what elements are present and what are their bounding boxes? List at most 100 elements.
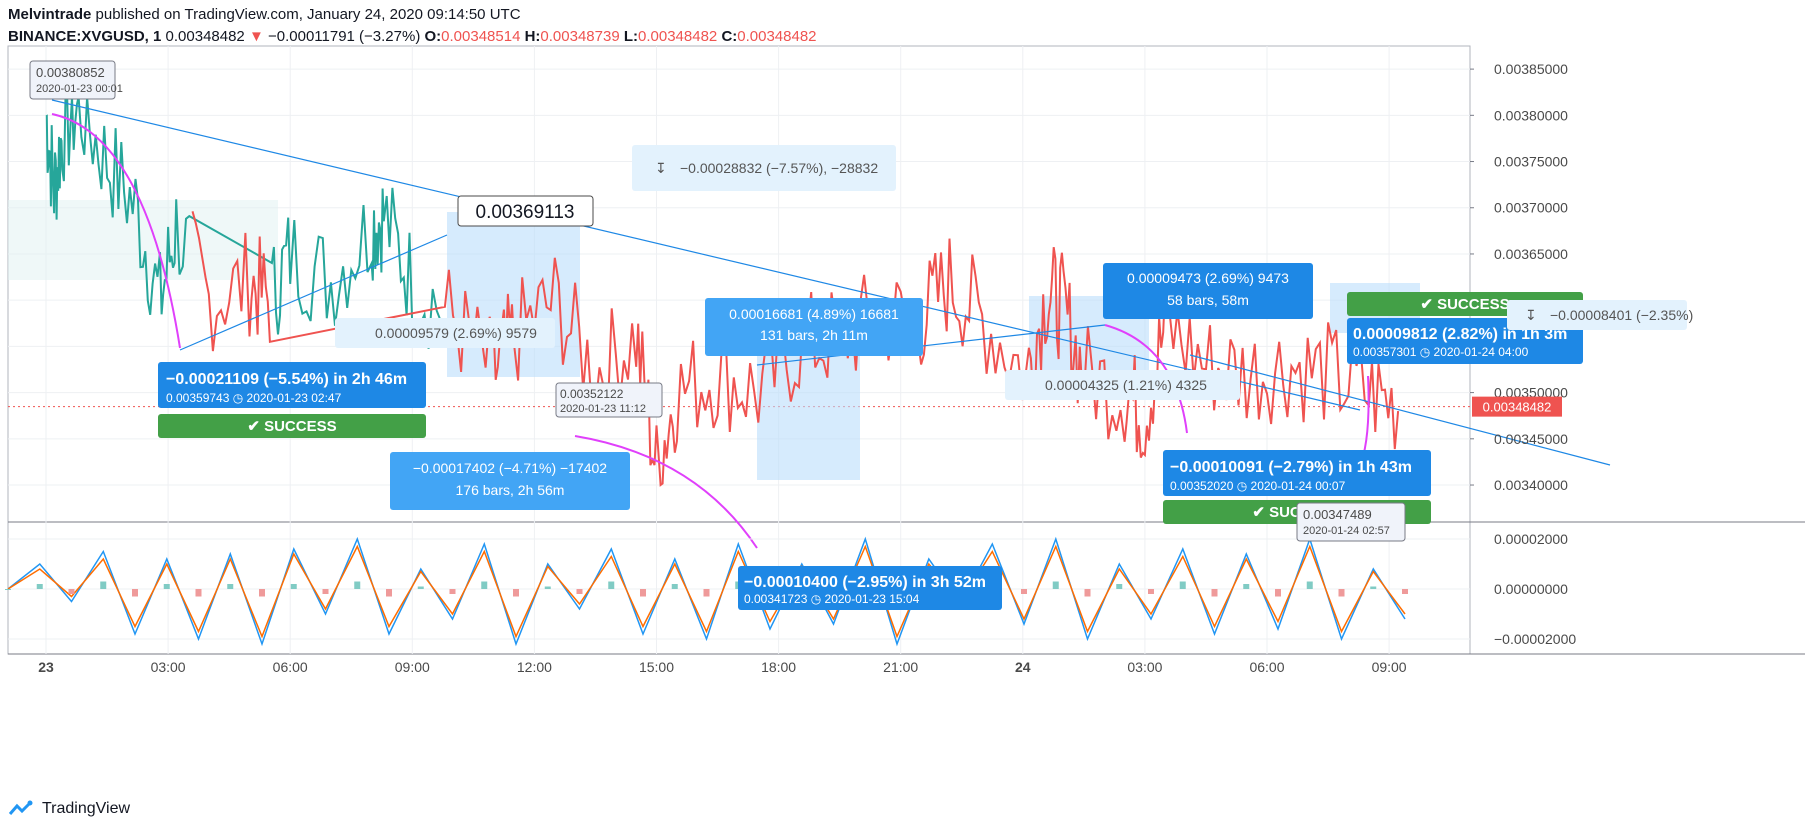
down-arrow-icon: ▼ — [248, 28, 264, 45]
symbol-label[interactable]: BINANCE:XVGUSD, 1 — [8, 28, 162, 45]
callout-time: 2020-01-23 00:01 — [36, 83, 123, 95]
measure-label — [335, 318, 555, 348]
range-text: 0.00016681 (4.89%) 16681 — [729, 306, 899, 322]
ohlc-line: BINANCE:XVGUSD, 1 0.00348482 ▼ −0.000117… — [8, 26, 817, 48]
forecast-text: −0.00010400 (−2.95%) in 3h 52m — [744, 574, 986, 591]
open-label: O: — [424, 28, 442, 45]
forecast-sub: 0.00352020 ◷ 2020-01-24 00:07 — [1170, 479, 1346, 493]
last-price: 0.00348482 — [165, 28, 245, 45]
histogram-bar — [1402, 589, 1408, 594]
histogram-bar — [481, 581, 488, 589]
x-tick-label: 09:00 — [395, 659, 430, 675]
measure-shade — [447, 212, 580, 377]
close-label: C: — [721, 28, 738, 45]
range-sub: 131 bars, 2h 11m — [760, 327, 868, 343]
histogram-bar — [1116, 584, 1123, 589]
histogram-bar — [1275, 589, 1281, 597]
last-price-label: 0.00348482 — [1483, 400, 1552, 415]
histogram-bar — [1370, 586, 1377, 589]
high-label: H: — [524, 28, 541, 45]
range-text: 0.00009473 (2.69%) 9473 — [1127, 270, 1289, 286]
trend-line — [1189, 354, 1611, 466]
measure-text: 0.00009579 (2.69%) 9579 — [375, 325, 537, 341]
forecast-label — [1163, 450, 1431, 496]
success-badge — [158, 414, 426, 438]
price-note-text: 0.00369113 — [476, 202, 575, 223]
x-tick-label: 23 — [38, 659, 54, 675]
publish-info: published on TradingView.com, January 24… — [91, 6, 521, 23]
x-tick-label: 21:00 — [883, 659, 918, 675]
histogram-bar — [259, 589, 265, 597]
tradingview-logo[interactable]: TradingView — [8, 800, 130, 818]
histogram-bar — [449, 589, 456, 594]
measure-icon: ↧ — [655, 160, 667, 176]
histogram-bar — [544, 586, 551, 589]
forecast-sub: 0.00357301 ◷ 2020-01-24 04:00 — [1353, 345, 1529, 359]
axes: 0.00385000 0.00380000 0.00375000 0.00370000… — [38, 61, 1576, 675]
histogram-bar — [68, 589, 75, 594]
histogram-bar — [36, 584, 43, 589]
range-text: −0.00017402 (−4.71%) −17402 — [413, 460, 607, 476]
histogram-bar — [163, 584, 170, 589]
histogram-bar — [1338, 589, 1345, 597]
trend-line — [179, 234, 448, 351]
histogram-bar — [1084, 589, 1091, 597]
x-tick-label: 24 — [1015, 659, 1031, 675]
forecast-text: −0.00021109 (−5.54%) in 2h 46m — [166, 371, 407, 388]
histogram-bar — [227, 584, 234, 589]
measure-text: −0.00008401 (−2.35%) — [1550, 307, 1693, 323]
y-tick-label: 0.00345000 — [1494, 431, 1568, 447]
histogram-bar — [195, 589, 202, 597]
histogram-bar — [1243, 584, 1250, 589]
drawing-tools[interactable] — [51, 99, 1611, 549]
y-tick-label: 0.00340000 — [1494, 477, 1568, 493]
tradingview-logo-icon — [8, 800, 33, 815]
x-tick-label: 18:00 — [761, 659, 796, 675]
forecast-sub: 0.00359743 ◷ 2020-01-23 02:47 — [166, 391, 342, 405]
price-callout — [1296, 502, 1406, 542]
annotation-labels[interactable]: 0.00380852 2020-01-23 00:01 0.00369113 ↧ −0.… — [29, 60, 1693, 610]
callout-price: 0.00347489 — [1303, 507, 1372, 522]
y-tick-label: 0.00350000 — [1494, 385, 1568, 401]
histogram-bar — [417, 586, 424, 589]
forecast-label — [158, 362, 426, 408]
range-sub: 58 bars, 58m — [1167, 292, 1249, 308]
histogram-bar — [1211, 589, 1218, 597]
oscillator-pane — [5, 536, 1470, 647]
histogram-bar — [640, 589, 646, 597]
price-note — [457, 195, 594, 227]
histogram-bar — [671, 584, 678, 589]
high-value: 0.00348739 — [540, 28, 620, 45]
x-tick-label: 15:00 — [639, 659, 674, 675]
open-value: 0.00348514 — [441, 28, 521, 45]
histogram-bar — [1179, 581, 1186, 589]
histogram-bar — [5, 589, 11, 590]
callout-time: 2020-01-23 11:12 — [560, 403, 646, 415]
x-tick-label: 09:00 — [1372, 659, 1407, 675]
forecast-sub: 0.00341723 ◷ 2020-01-23 15:04 — [744, 592, 920, 606]
histogram-bar — [354, 581, 361, 589]
histogram-bar — [132, 589, 138, 597]
histogram-bar — [322, 589, 329, 594]
x-tick-label: 12:00 — [517, 659, 552, 675]
measure-label — [632, 145, 896, 191]
y-tick-label: 0.00365000 — [1494, 246, 1568, 262]
success-text: ✔ SUCCESS — [1420, 296, 1509, 313]
forecast-arrow — [574, 435, 758, 549]
range-label — [1103, 263, 1313, 319]
success-text: ✔ SUCCESS — [247, 418, 336, 435]
callout-price: 0.00352122 — [560, 387, 624, 401]
osc-tick-label: 0.00002000 — [1494, 531, 1568, 547]
signal-line — [7, 544, 1406, 639]
histogram-bar — [290, 584, 297, 589]
y-tick-label: 0.00375000 — [1494, 154, 1568, 170]
publish-line: Melvintrade published on TradingView.com… — [8, 4, 817, 26]
callout-price: 0.00380852 — [36, 65, 105, 80]
forecast-label — [738, 566, 1002, 610]
histogram-bar — [100, 581, 107, 589]
author-name[interactable]: Melvintrade — [8, 6, 92, 23]
measure-icon: ↧ — [1525, 307, 1537, 323]
osc-tick-label: 0.00000000 — [1494, 581, 1568, 597]
histogram-bar — [1306, 581, 1313, 589]
